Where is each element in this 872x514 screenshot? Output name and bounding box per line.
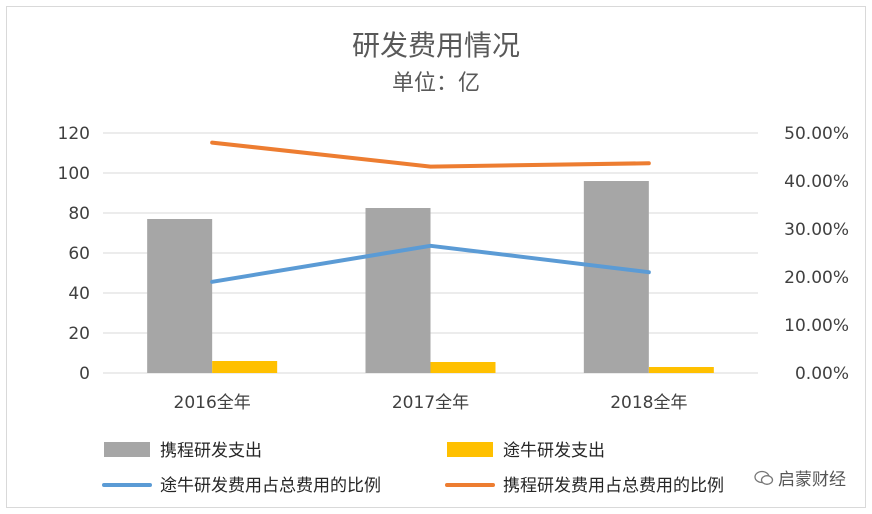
- watermark-text: 启蒙财经: [778, 470, 846, 490]
- bar-ctrip-2: [583, 181, 649, 373]
- series-lines: [210, 140, 651, 284]
- y-left-tick-label: 20: [68, 324, 90, 344]
- legend-label: 途牛研发支出: [503, 441, 605, 461]
- legend-swatch: [447, 442, 493, 457]
- y-right-tick-label: 50.00%: [784, 124, 849, 144]
- y-left-tick-label: 0: [79, 364, 90, 384]
- y-left-tick-label: 80: [68, 204, 90, 224]
- bar-ctrip-0: [147, 219, 213, 373]
- chart-subtitle: 单位：亿: [392, 71, 480, 96]
- y-left-tick-label: 60: [68, 244, 90, 264]
- legend-label: 携程研发支出: [160, 441, 262, 461]
- y-left-tick-label: 120: [58, 124, 90, 144]
- bars: [147, 181, 714, 373]
- y-right-tick-label: 30.00%: [784, 220, 849, 240]
- y-right-tick-label: 20.00%: [784, 268, 849, 288]
- line-ctrip-ratio: [210, 140, 651, 169]
- x-tick-label: 2018全年: [610, 393, 687, 413]
- y-left-tick-label: 40: [68, 284, 90, 304]
- bar-tuniu-0: [212, 361, 278, 373]
- bar-tuniu-2: [648, 367, 714, 373]
- y-right-tick-label: 10.00%: [784, 316, 849, 336]
- x-tick-label: 2017全年: [392, 393, 469, 413]
- legend-label: 携程研发费用占总费用的比例: [503, 476, 724, 496]
- axes: 0 20 40 60 80 100 120 0.00% 10.00% 20.00% 30.00% 40…: [58, 124, 849, 413]
- legend-swatch: [104, 442, 150, 457]
- bar-tuniu-1: [430, 362, 496, 373]
- y-right-tick-label: 0.00%: [795, 364, 849, 384]
- legend-label: 途牛研发费用占总费用的比例: [160, 476, 381, 496]
- y-right-tick-label: 40.00%: [784, 172, 849, 192]
- y-left-tick-label: 100: [58, 164, 90, 184]
- bar-ctrip-1: [365, 208, 431, 373]
- x-tick-label: 2016全年: [174, 393, 251, 413]
- wechat-icon: [754, 470, 774, 485]
- line-tuniu-ratio: [210, 243, 651, 284]
- watermark: 启蒙财经: [754, 465, 846, 490]
- chart-title: 研发费用情况: [352, 29, 520, 62]
